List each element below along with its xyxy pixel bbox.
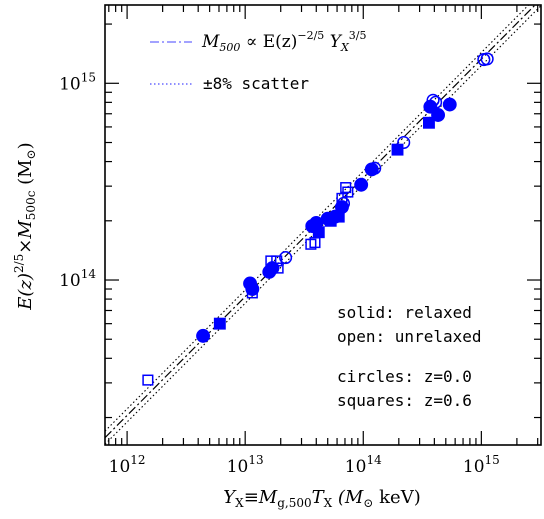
- data-point-square-open-1: [246, 287, 258, 299]
- data-point-circle-open-3: [397, 135, 411, 150]
- data-point-circle-open-4: [426, 93, 440, 107]
- annotation-relaxed: solid: relaxed: [337, 303, 472, 322]
- data-point-circle-open-2: [368, 161, 382, 175]
- data-point-square-filled-3: [332, 210, 345, 223]
- x-tick-label: 1015: [463, 453, 500, 477]
- data-point-square-open-0: [142, 374, 154, 386]
- annotations: solid: relaxed open: unrelaxed circles: …: [337, 303, 482, 410]
- annotation-circles: circles: z=0.0: [337, 367, 472, 386]
- series-circle-open: [279, 52, 494, 265]
- data-point-circle-open-0: [279, 251, 293, 265]
- x-tick-label: 1013: [227, 453, 264, 477]
- x-axis-label: YX≡Mg,500TX (M⊙ keV): [223, 487, 420, 510]
- data-point-square-open-3: [271, 255, 283, 267]
- data-point-circle-open-5: [429, 95, 443, 109]
- annotation-squares: squares: z=0.6: [337, 391, 472, 410]
- y-axis-label: E(z)2/5×M500c (M⊙): [12, 142, 38, 310]
- data-point-square-filled-0: [213, 317, 226, 330]
- annotation-unrelaxed: open: unrelaxed: [337, 327, 482, 346]
- legend-fit-label: M500 ∝ E(z)−2/5 YX3/5: [201, 29, 366, 54]
- tick-labels: 1012 1013 1014 1015 1014 1015: [59, 70, 500, 477]
- plot-frame: [104, 4, 542, 446]
- axis-ticks: [105, 5, 541, 445]
- y-tick-label: 1015: [59, 70, 96, 94]
- data-point-circle-filled-2: [245, 282, 260, 296]
- plot-area: [105, 5, 541, 445]
- data-point-circle-filled-0: [196, 328, 211, 343]
- legend-scatter-label: ±8% scatter: [203, 74, 309, 93]
- x-tick-label: 1012: [109, 453, 146, 477]
- data-point-square-filled-1: [312, 226, 325, 239]
- data-point-circle-filled-14: [442, 97, 457, 112]
- data-point-circle-filled-13: [431, 108, 446, 122]
- series-square-open: [142, 182, 354, 386]
- data-point-square-open-9: [342, 186, 354, 198]
- series-circle-filled: [196, 97, 457, 343]
- data-point-square-filled-4: [391, 143, 404, 156]
- x-tick-label: 1014: [345, 453, 382, 477]
- data-point-circle-open-7: [480, 52, 494, 66]
- data-point-square-open-6: [309, 237, 321, 249]
- legend: M500 ∝ E(z)−2/5 YX3/5 ±8% scatter: [150, 29, 366, 93]
- scatter-lower-line: [105, 5, 541, 445]
- data-point-square-open-4: [272, 262, 284, 274]
- data-point-square-open-7: [336, 192, 348, 204]
- scatter-upper-line: [105, 5, 530, 432]
- data-point-circle-filled-10: [354, 177, 369, 192]
- data-point-square-filled-5: [423, 116, 435, 129]
- y-tick-label: 1014: [59, 267, 96, 291]
- data-point-square-open-2: [265, 255, 277, 267]
